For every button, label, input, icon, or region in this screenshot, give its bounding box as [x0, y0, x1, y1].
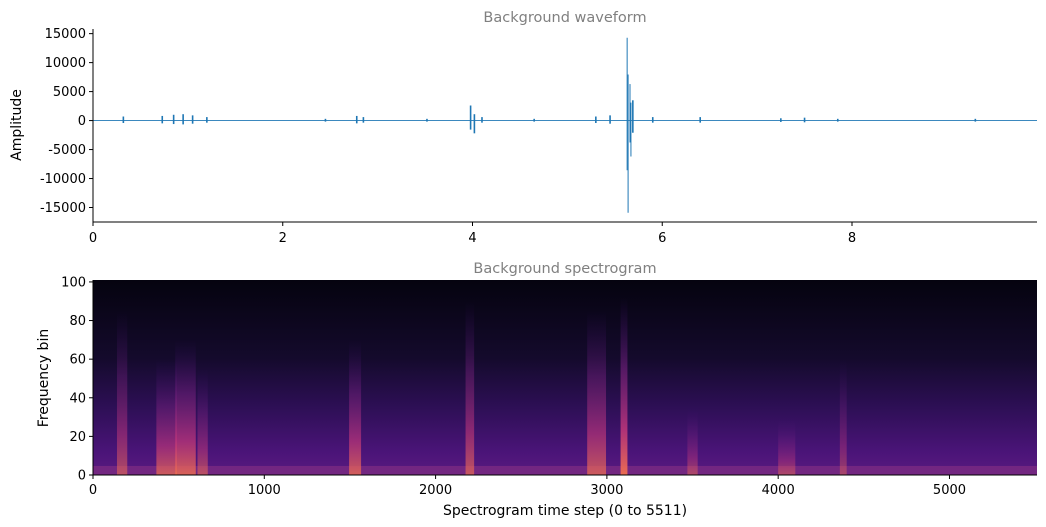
spectrogram-panel: Background spectrogram 0 20 40 60 80 100 0 100… — [36, 261, 1037, 519]
spectrogram-event-4 — [349, 339, 362, 475]
waveform-y-ticks: 15000 10000 5000 0 -5000 -10000 -15000 — [40, 27, 93, 216]
spectrogram-event-3 — [197, 368, 208, 475]
spectrogram-event-0 — [116, 310, 128, 475]
spectrogram-ytick-label: 40 — [69, 391, 86, 406]
spectrogram-event-7 — [620, 297, 628, 475]
spectrogram-x-ticks: 0 1000 2000 3000 4000 5000 — [89, 475, 966, 498]
spectrogram-xtick-label: 2000 — [419, 483, 452, 498]
spectrogram-ytick-label: 60 — [69, 353, 86, 368]
waveform-ytick-label: -15000 — [40, 201, 86, 216]
spectrogram-x-label: Spectrogram time step (0 to 5511) — [443, 503, 687, 519]
spectrogram-xtick-label: 0 — [89, 483, 97, 498]
spectrogram-event-8 — [687, 407, 698, 475]
waveform-ytick-label: 10000 — [45, 56, 86, 71]
spectrogram-xtick-label: 1000 — [248, 483, 281, 498]
spectrogram-event-5 — [465, 301, 475, 475]
waveform-trace — [93, 37, 1037, 213]
spectrogram-events — [116, 297, 847, 475]
spectrogram-xtick-label: 4000 — [762, 483, 795, 498]
spectrogram-bottom-band — [93, 466, 1037, 475]
waveform-y-label: Amplitude — [9, 89, 25, 161]
spectrogram-ytick-label: 0 — [78, 469, 86, 484]
waveform-ytick-label: 15000 — [45, 27, 86, 42]
waveform-ytick-label: -5000 — [48, 143, 86, 158]
spectrogram-y-ticks: 0 20 40 60 80 100 — [61, 275, 93, 484]
spectrogram-event-1 — [156, 359, 177, 475]
spectrogram-xtick-label: 5000 — [933, 483, 966, 498]
waveform-xtick-label: 6 — [658, 231, 666, 246]
spectrogram-background — [93, 280, 1037, 475]
spectrogram-event-9 — [778, 417, 796, 475]
waveform-panel: Background waveform 15000 10000 5000 0 -5000… — [9, 10, 1037, 246]
waveform-x-ticks: 0 2 4 6 8 — [89, 222, 856, 246]
spectrogram-event-10 — [839, 359, 847, 475]
waveform-xtick-label: 8 — [848, 231, 856, 246]
waveform-xtick-label: 0 — [89, 231, 97, 246]
waveform-ytick-label: 5000 — [53, 85, 86, 100]
waveform-xtick-label: 2 — [279, 231, 287, 246]
spectrogram-y-label: Frequency bin — [36, 329, 52, 427]
spectrogram-ytick-label: 20 — [69, 430, 86, 445]
spectrogram-event-6 — [587, 310, 607, 475]
waveform-title: Background waveform — [483, 10, 646, 26]
waveform-ytick-label: 0 — [78, 114, 86, 129]
spectrogram-title: Background spectrogram — [473, 261, 656, 277]
waveform-xtick-label: 4 — [468, 231, 476, 246]
spectrogram-ytick-label: 80 — [69, 314, 86, 329]
spectrogram-event-2 — [175, 339, 196, 475]
spectrogram-ytick-label: 100 — [61, 275, 86, 290]
spectrogram-xtick-label: 3000 — [590, 483, 623, 498]
waveform-ytick-label: -10000 — [40, 172, 86, 187]
